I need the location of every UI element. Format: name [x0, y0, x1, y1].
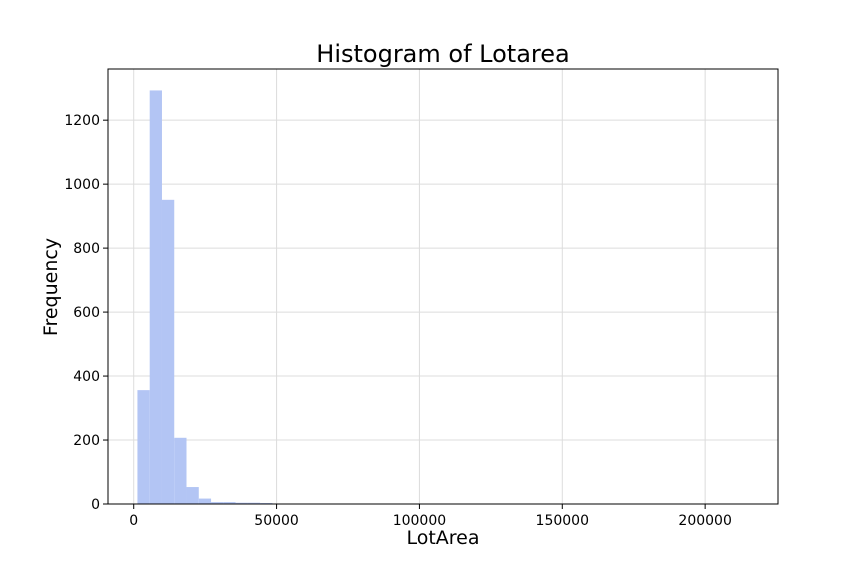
histogram-bar [137, 390, 150, 504]
histogram-bar [161, 199, 175, 504]
histogram-bar [174, 437, 187, 504]
y-tick-label: 600 [73, 305, 100, 321]
grid-lines [108, 69, 778, 505]
y-tick-label: 400 [73, 369, 100, 385]
y-tick-label: 0 [91, 497, 100, 513]
y-axis-label: Frequency [40, 238, 62, 336]
chart-title: Histogram of Lotarea [316, 40, 569, 68]
y-tick-label: 200 [73, 433, 100, 449]
x-tick-label: 200000 [678, 513, 731, 529]
x-tick-label: 0 [129, 513, 138, 529]
histogram-bar [211, 502, 224, 504]
histogram-bar [186, 487, 199, 504]
plot-frame [107, 68, 779, 505]
x-tick-label: 150000 [536, 513, 589, 529]
y-tick-label: 1000 [64, 177, 100, 193]
x-tick-label: 50000 [254, 513, 299, 529]
histogram-bar [149, 90, 162, 504]
y-axis-ticks: 0 200 400 600 800 1000 1200 [64, 113, 108, 513]
histogram-bar [198, 498, 212, 504]
histogram-bar [235, 502, 248, 504]
y-tick-label: 800 [73, 241, 100, 257]
x-tick-label: 100000 [393, 513, 446, 529]
x-axis-label: LotArea [406, 527, 479, 549]
y-tick-label: 1200 [64, 113, 100, 129]
histogram-bar [247, 502, 261, 504]
x-axis-ticks: 0 50000 100000 150000 200000 [129, 504, 732, 529]
histogram-bar [223, 502, 236, 504]
bars [137, 90, 273, 504]
